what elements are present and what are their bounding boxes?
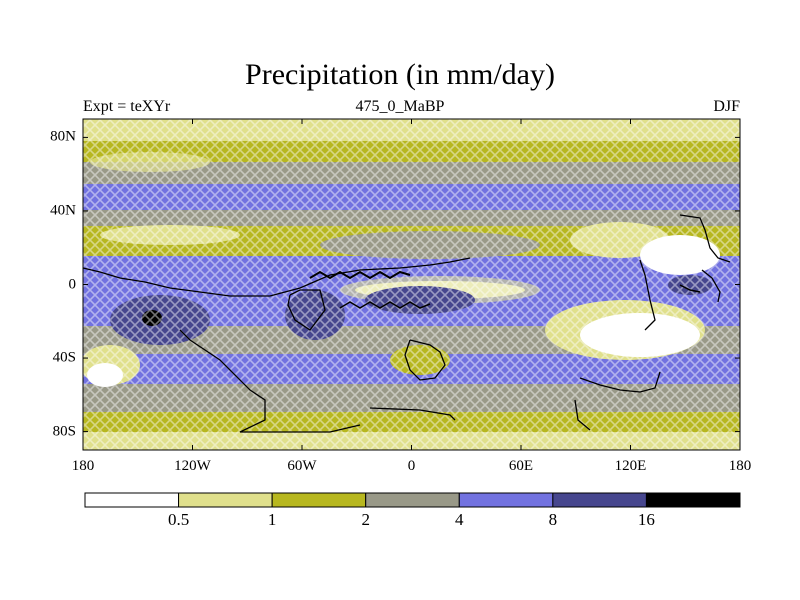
coast-island [404, 339, 446, 381]
coast-east [639, 259, 656, 331]
coast-far-east [701, 269, 721, 303]
colorbar-label: 0.5 [167, 510, 190, 529]
hatch-overlay [83, 119, 740, 450]
colorbar-label: 16 [637, 510, 655, 529]
colorbar-swatch [84, 492, 180, 508]
coast-southern [574, 399, 591, 431]
colorbar-swatch [271, 492, 367, 508]
convergence-line-north [309, 270, 411, 280]
colorbar [84, 492, 741, 508]
experiment-label: Expt = teXYr [83, 98, 171, 115]
precipitation-field [83, 119, 740, 450]
colorbar-label: 8 [548, 510, 558, 529]
colorbar-label: 4 [455, 510, 464, 529]
convergence-line-south [339, 301, 431, 309]
lat-ticks [83, 136, 740, 433]
colorbar-swatch [645, 492, 741, 508]
chart-title: Precipitation (in mm/day) [245, 58, 555, 91]
lon-tick-label: 180 [728, 458, 752, 474]
lat-tick-label: 40N [50, 202, 76, 219]
season-label: DJF [713, 98, 740, 115]
colorbar-swatch [178, 492, 273, 508]
coast-inlet [287, 289, 326, 331]
coast-northeast [679, 214, 731, 263]
colorbar-swatch [365, 492, 460, 508]
colorbar-swatch [458, 492, 554, 508]
lon-ticks [82, 119, 741, 450]
lon-tick-label: 0 [407, 458, 416, 474]
lon-tick-label: 180 [71, 458, 95, 474]
coast-south-east [579, 371, 661, 393]
coast-gondwana-west [179, 329, 361, 433]
lat-tick-label: 0 [68, 276, 77, 292]
coast-south [369, 407, 456, 421]
colorbar-label: 1 [267, 510, 277, 529]
lat-tick-label: 40S [52, 349, 76, 366]
lon-tick-label: 60E [508, 458, 534, 474]
lat-tick-label: 80N [50, 128, 76, 145]
time-label: 475_0_MaBP [355, 98, 445, 115]
lon-tick-label: 60W [287, 458, 317, 474]
colorbar-swatch [552, 492, 647, 508]
lat-tick-label: 80S [52, 423, 76, 440]
coastlines [83, 214, 731, 433]
lon-tick-label: 120W [174, 458, 211, 474]
colorbar-label: 2 [361, 510, 370, 529]
coast-north [83, 257, 471, 297]
lon-tick-label: 120E [614, 458, 647, 474]
